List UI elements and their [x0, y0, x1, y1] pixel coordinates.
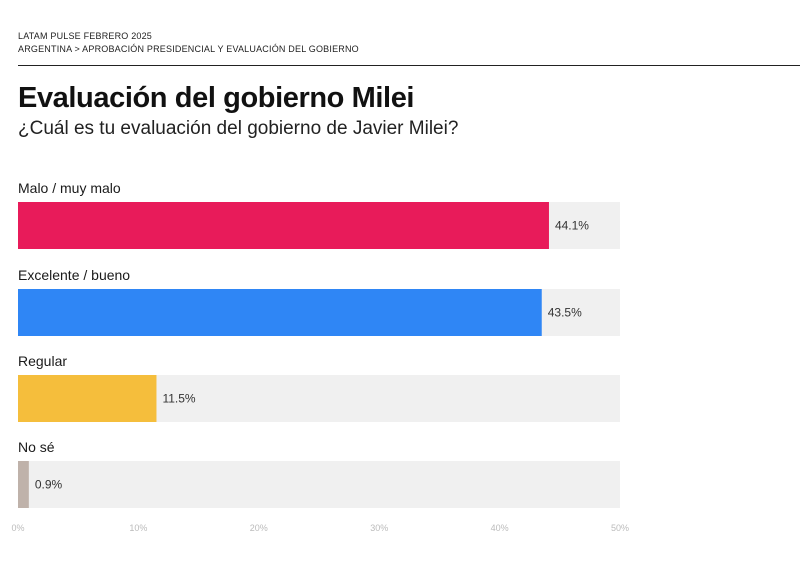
x-tick-label: 50%	[611, 523, 629, 533]
x-tick-label: 40%	[491, 523, 509, 533]
bar	[18, 202, 549, 249]
category-label: Malo / muy malo	[18, 180, 121, 196]
x-tick-label: 20%	[250, 523, 268, 533]
category-label: Excelente / bueno	[18, 267, 130, 283]
bar	[18, 289, 542, 336]
x-tick-label: 30%	[370, 523, 388, 533]
bar	[18, 375, 157, 422]
category-label: Regular	[18, 353, 67, 369]
data-label: 11.5%	[162, 392, 195, 406]
bar-track	[18, 461, 620, 508]
bar	[18, 461, 29, 508]
breadcrumb: ARGENTINA > APROBACIÓN PRESIDENCIAL Y EV…	[18, 44, 359, 54]
data-label: 0.9%	[35, 478, 63, 492]
x-tick-label: 0%	[11, 523, 24, 533]
category-label: No sé	[18, 439, 55, 455]
x-tick-label: 10%	[129, 523, 147, 533]
header-source: LATAM PULSE FEBRERO 2025	[18, 31, 153, 41]
chart-title: Evaluación del gobierno Milei	[18, 82, 415, 114]
divider	[18, 65, 800, 66]
chart-subtitle: ¿Cuál es tu evaluación del gobierno de J…	[18, 118, 459, 139]
data-label: 44.1%	[555, 219, 589, 233]
data-label: 43.5%	[548, 306, 582, 320]
